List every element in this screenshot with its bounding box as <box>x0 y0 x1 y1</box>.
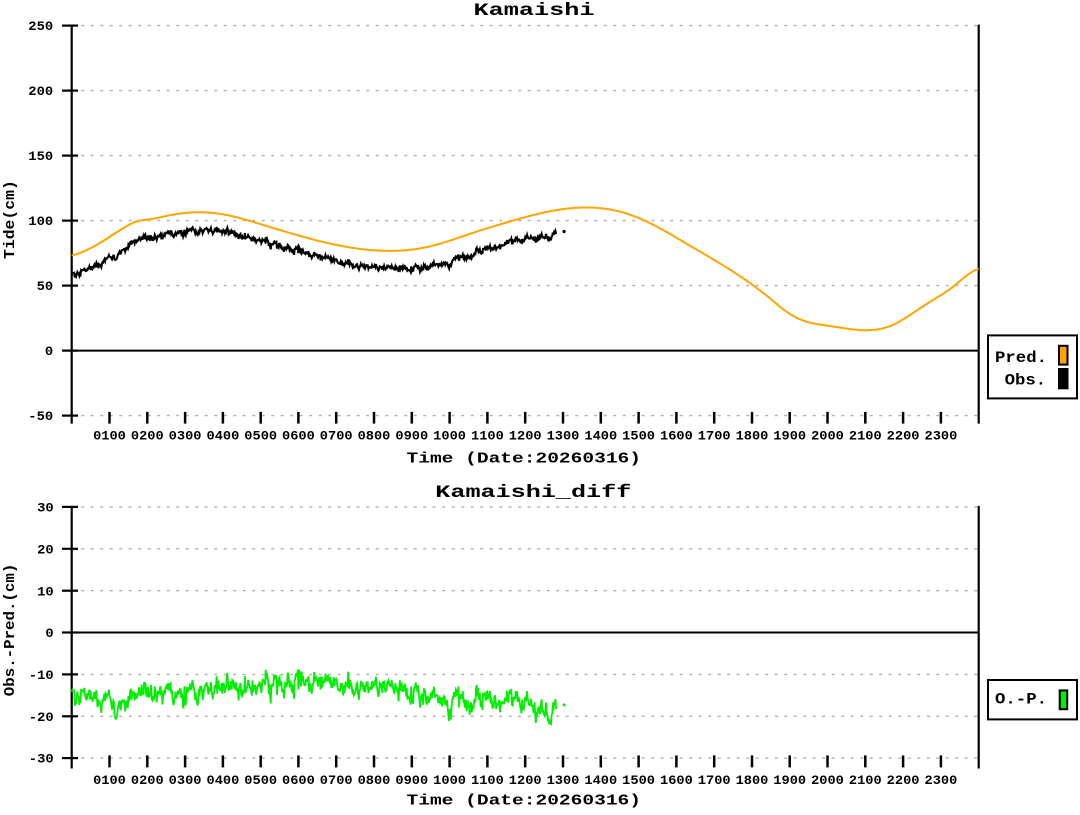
svg-text:100: 100 <box>28 215 53 229</box>
svg-text:50: 50 <box>37 280 54 294</box>
svg-text:Obs.: Obs. <box>1005 372 1047 390</box>
svg-text:Kamaishi_diff: Kamaishi_diff <box>435 483 631 503</box>
svg-text:1700: 1700 <box>698 430 731 444</box>
svg-text:1500: 1500 <box>622 774 655 788</box>
svg-text:20: 20 <box>37 543 54 557</box>
svg-text:0600: 0600 <box>282 430 315 444</box>
svg-text:0: 0 <box>45 345 53 359</box>
svg-text:0800: 0800 <box>358 430 391 444</box>
svg-text:1200: 1200 <box>509 774 542 788</box>
svg-text:0900: 0900 <box>395 430 428 444</box>
svg-text:150: 150 <box>28 150 53 164</box>
svg-text:1100: 1100 <box>471 430 504 444</box>
svg-text:0300: 0300 <box>169 430 202 444</box>
svg-text:Pred.: Pred. <box>995 349 1047 367</box>
svg-text:0200: 0200 <box>131 774 164 788</box>
svg-text:1500: 1500 <box>622 430 655 444</box>
svg-text:0600: 0600 <box>282 774 315 788</box>
svg-text:2100: 2100 <box>849 430 882 444</box>
svg-text:1800: 1800 <box>736 774 769 788</box>
svg-text:2000: 2000 <box>811 774 844 788</box>
svg-text:O.-P.: O.-P. <box>995 691 1047 709</box>
svg-text:0900: 0900 <box>395 774 428 788</box>
svg-text:0500: 0500 <box>244 774 277 788</box>
svg-text:0700: 0700 <box>320 774 353 788</box>
svg-text:2300: 2300 <box>925 430 958 444</box>
svg-text:1800: 1800 <box>736 430 769 444</box>
svg-text:250: 250 <box>28 20 53 34</box>
svg-text:1000: 1000 <box>433 430 466 444</box>
svg-text:Time (Date:20260316): Time (Date:20260316) <box>407 452 642 468</box>
svg-text:1700: 1700 <box>698 774 731 788</box>
svg-text:0200: 0200 <box>131 430 164 444</box>
svg-text:1300: 1300 <box>547 774 580 788</box>
svg-text:1600: 1600 <box>660 774 693 788</box>
svg-text:Kamaishi: Kamaishi <box>474 1 595 21</box>
svg-text:0400: 0400 <box>207 774 240 788</box>
svg-text:0500: 0500 <box>244 430 277 444</box>
svg-text:-50: -50 <box>28 410 53 424</box>
svg-text:0100: 0100 <box>93 774 126 788</box>
svg-text:1900: 1900 <box>773 774 806 788</box>
svg-text:2200: 2200 <box>887 774 920 788</box>
svg-text:Obs.-Pred.(cm): Obs.-Pred.(cm) <box>2 564 19 697</box>
svg-text:200: 200 <box>28 85 53 99</box>
svg-text:1600: 1600 <box>660 430 693 444</box>
svg-text:0: 0 <box>45 627 53 641</box>
svg-text:Tide(cm): Tide(cm) <box>2 180 19 259</box>
svg-text:-20: -20 <box>29 711 54 725</box>
svg-text:-30: -30 <box>29 753 54 767</box>
svg-text:-10: -10 <box>29 669 54 683</box>
svg-text:1400: 1400 <box>584 430 617 444</box>
svg-text:2100: 2100 <box>849 774 882 788</box>
svg-text:0300: 0300 <box>169 774 202 788</box>
svg-text:0100: 0100 <box>93 430 126 444</box>
svg-text:10: 10 <box>37 585 54 599</box>
svg-text:1200: 1200 <box>509 430 542 444</box>
svg-text:0700: 0700 <box>320 430 353 444</box>
svg-text:2300: 2300 <box>925 774 958 788</box>
svg-text:0400: 0400 <box>207 430 240 444</box>
svg-text:2200: 2200 <box>887 430 920 444</box>
svg-text:0800: 0800 <box>358 774 391 788</box>
svg-text:1900: 1900 <box>773 430 806 444</box>
svg-text:2000: 2000 <box>811 430 844 444</box>
svg-text:1400: 1400 <box>584 774 617 788</box>
svg-text:30: 30 <box>37 502 54 516</box>
svg-text:1000: 1000 <box>433 774 466 788</box>
svg-text:1100: 1100 <box>471 774 504 788</box>
svg-text:1300: 1300 <box>547 430 580 444</box>
svg-text:Time (Date:20260316): Time (Date:20260316) <box>407 793 642 809</box>
